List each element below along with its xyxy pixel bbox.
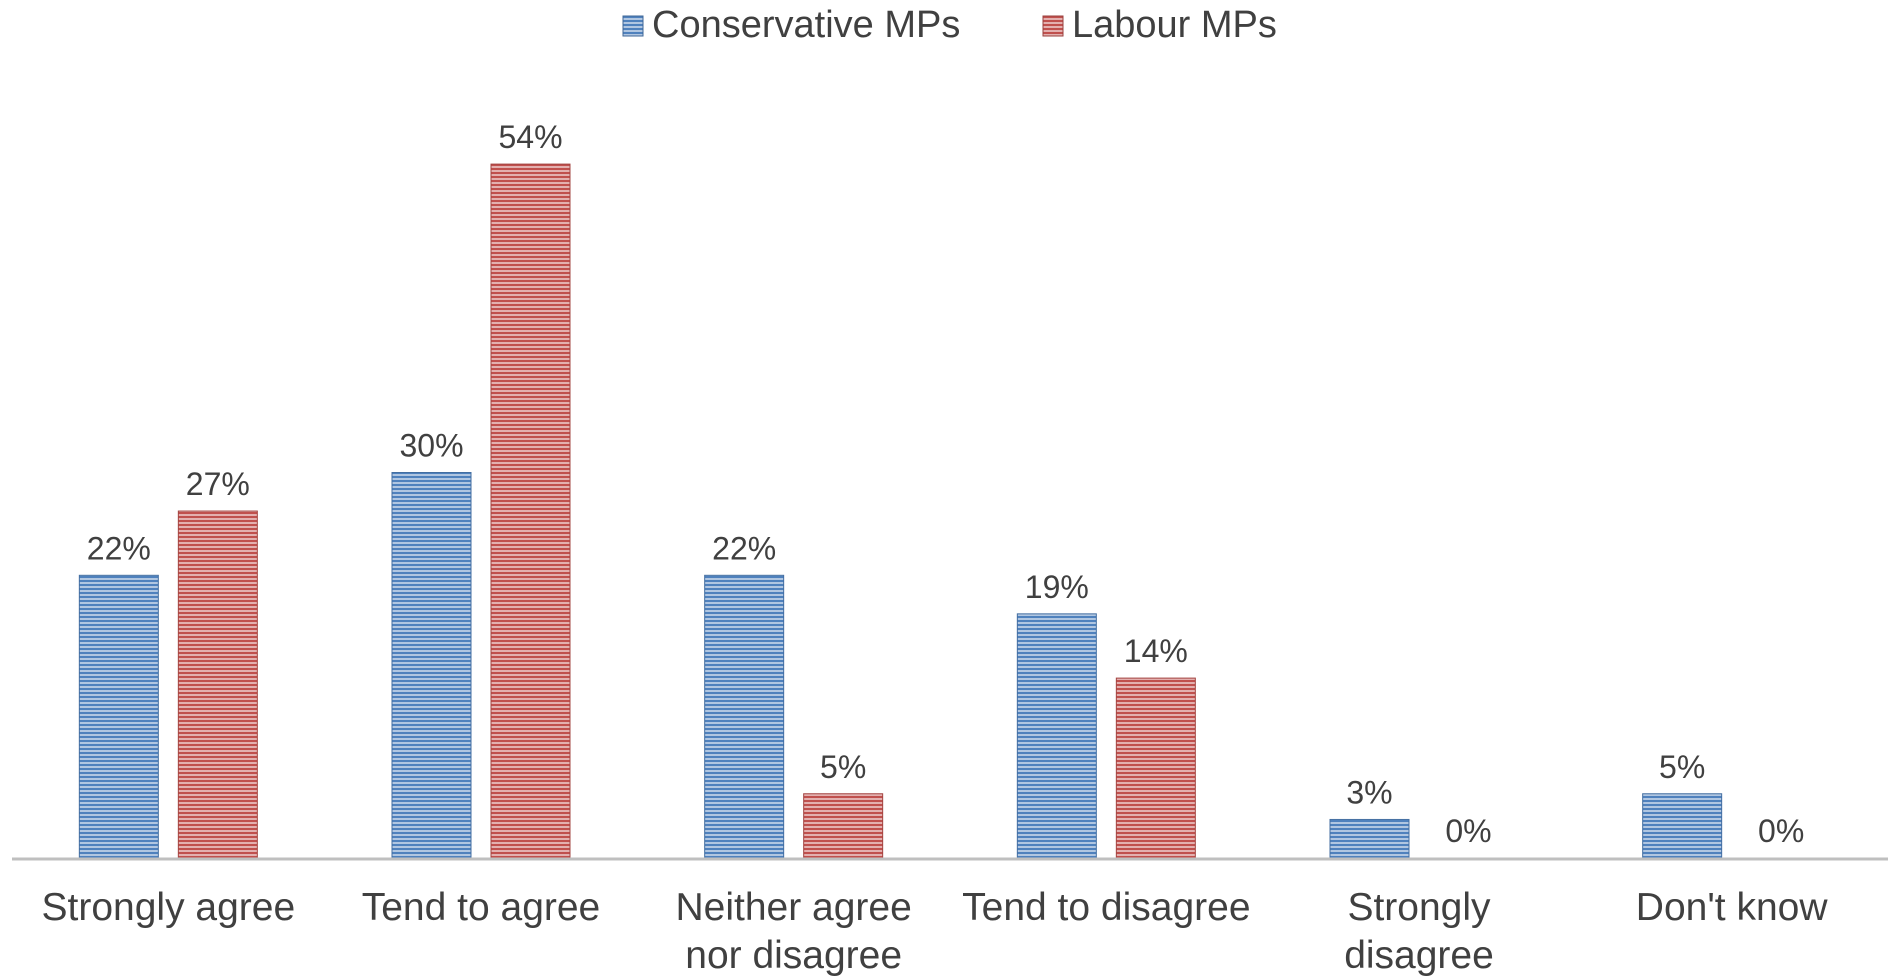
bar-labour-mps-neither-agree-nor-disagree [803,793,884,859]
x-tick-label-don-t-know: Don't know [1636,886,1829,929]
x-tick-label-tend-to-disagree: Tend to disagree [962,886,1250,929]
data-label-labour-mps-strongly-agree: 27% [186,466,250,502]
x-tick-label-strongly-disagree: Strongly disagree [1344,886,1494,977]
data-label-conservative-mps-neither-agree-nor-disagree: 22% [712,530,776,566]
data-label-conservative-mps-strongly-agree: 22% [87,530,151,566]
bars [78,163,1723,859]
legend: Conservative MPs Labour MPs [622,4,1277,46]
legend-label-conservative-mps: Conservative MPs [652,4,960,46]
x-tick-label-tend-to-agree: Tend to agree [362,886,601,929]
x-tick-labels: Strongly agree Tend to agree Neither agree… [42,886,1829,977]
legend-label-labour-mps: Labour MPs [1072,4,1277,46]
bar-conservative-mps-strongly-disagree [1329,818,1410,859]
data-label-conservative-mps-don-t-know: 5% [1659,749,1705,785]
data-labels: 22% 27% 30% 54% 22% 5% 19% 14% 3% 0% 5% 0% [87,119,1804,849]
x-tick-label-strongly-agree: Strongly agree [42,886,296,929]
data-label-labour-mps-neither-agree-nor-disagree: 5% [820,749,866,785]
data-label-labour-mps-strongly-disagree: 0% [1445,813,1491,849]
data-label-conservative-mps-strongly-disagree: 3% [1346,774,1392,810]
bar-conservative-mps-tend-to-disagree [1016,613,1097,859]
legend-swatch-labour-mps [1042,15,1064,37]
data-label-conservative-mps-tend-to-agree: 30% [399,428,463,464]
bar-conservative-mps-strongly-agree [78,574,159,859]
bar-conservative-mps-neither-agree-nor-disagree [704,574,785,859]
bar-labour-mps-tend-to-agree [490,163,571,859]
x-tick-label-neither-agree-nor-disagree: Neither agree nor disagree [676,886,912,977]
bar-labour-mps-strongly-agree [177,510,258,859]
data-label-labour-mps-don-t-know: 0% [1758,813,1804,849]
legend-swatch-conservative-mps [622,15,644,37]
bar-labour-mps-tend-to-disagree [1115,677,1196,859]
bar-conservative-mps-tend-to-agree [391,472,472,859]
data-label-labour-mps-tend-to-disagree: 14% [1124,633,1188,669]
data-label-labour-mps-tend-to-agree: 54% [498,119,562,155]
bar-conservative-mps-don-t-know [1642,793,1723,859]
data-label-conservative-mps-tend-to-disagree: 19% [1025,569,1089,605]
